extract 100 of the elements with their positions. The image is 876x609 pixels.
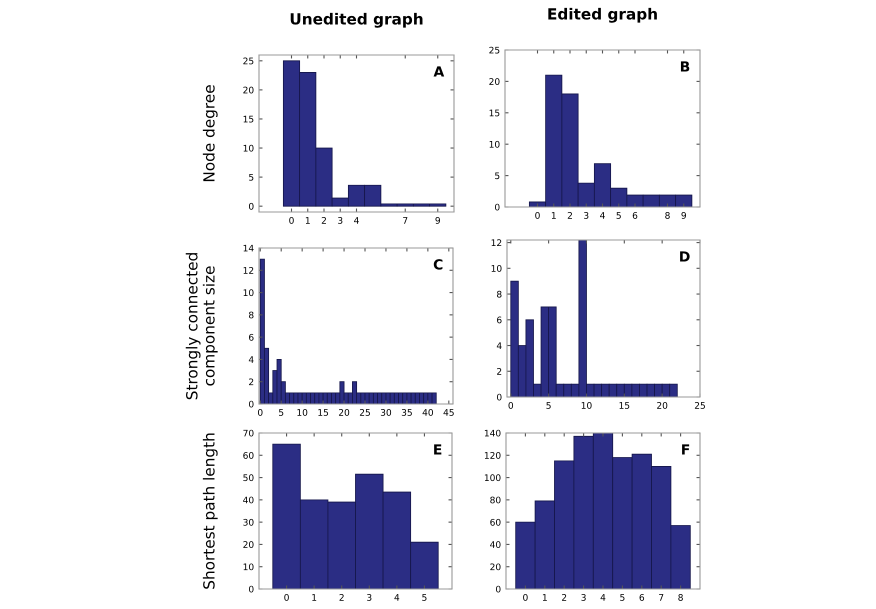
y-tick-label: 2 xyxy=(497,368,502,375)
x-tick-label: 5 xyxy=(279,409,284,416)
x-tick-label: 25 xyxy=(360,409,370,416)
y-tick-label: 0 xyxy=(494,204,500,211)
y-tick-label: 60 xyxy=(490,518,501,526)
y-tick-label: 100 xyxy=(484,474,501,482)
y-tick-label: 8 xyxy=(249,312,254,318)
y-tick-label: 15 xyxy=(490,110,500,116)
y-tick-label: 6 xyxy=(497,316,502,324)
chart-title: Edited graph xyxy=(548,8,657,23)
x-tick-label: 35 xyxy=(402,409,412,416)
y-tick-label: 25 xyxy=(243,58,254,64)
y-tick-label: 12 xyxy=(244,267,254,274)
x-tick-label: 9 xyxy=(435,217,440,224)
y-tick-label: 20 xyxy=(489,78,500,85)
x-tick-label: 3 xyxy=(338,217,342,224)
y-tick-label: 14 xyxy=(244,244,254,252)
y-tick-label: 12 xyxy=(492,239,502,246)
x-tick-label: 9 xyxy=(681,212,686,219)
x-tick-label: 5 xyxy=(422,594,427,601)
y-tick-label: 5 xyxy=(249,174,254,181)
x-tick-label: 20 xyxy=(338,409,350,416)
annotation: C xyxy=(434,259,442,270)
x-tick-label: 4 xyxy=(354,217,359,224)
x-tick-label: 0 xyxy=(523,594,528,601)
x-tick-label: 3 xyxy=(581,594,586,601)
y-tick-label: 20 xyxy=(243,86,254,94)
x-tick-label: 2 xyxy=(568,212,572,219)
y-tick-label: 8 xyxy=(497,290,502,298)
y-tick-label: 4 xyxy=(248,356,254,363)
x-tick-label: 7 xyxy=(659,594,664,601)
y-tick-label: 70 xyxy=(243,430,254,437)
x-tick-label: 0 xyxy=(289,217,294,224)
x-tick-label: 3 xyxy=(367,594,372,601)
y-tick-label: 40 xyxy=(243,496,254,504)
x-tick-label: 40 xyxy=(422,409,434,416)
x-tick-label: 5 xyxy=(546,402,551,409)
x-tick-label: 5 xyxy=(616,212,621,219)
x-tick-label: 5 xyxy=(620,594,624,601)
x-tick-label: 15 xyxy=(620,402,630,409)
y-tick-label: 10 xyxy=(244,144,254,152)
x-tick-label: 4 xyxy=(600,594,606,601)
x-tick-label: 2 xyxy=(562,594,566,601)
x-tick-label: 8 xyxy=(665,212,670,219)
x-tick-label: 6 xyxy=(640,594,644,601)
y-tick-label: 10 xyxy=(490,140,500,148)
x-tick-label: 45 xyxy=(444,409,454,416)
y-tick-label: 10 xyxy=(244,563,254,570)
y-tick-label: 20 xyxy=(490,563,501,570)
y-tick-label: 60 xyxy=(243,452,254,459)
x-tick-label: 7 xyxy=(403,217,408,224)
y-tick-label: 4 xyxy=(496,342,502,349)
chart-title: Unedited graph xyxy=(290,12,422,28)
y-axis-title: Strongly connected component size xyxy=(186,253,218,400)
x-tick-label: 10 xyxy=(582,402,592,409)
x-tick-label: 0 xyxy=(284,594,289,601)
x-tick-label: 2 xyxy=(322,217,326,224)
x-tick-label: 3 xyxy=(584,212,588,219)
y-tick-label: 30 xyxy=(243,518,254,526)
y-tick-label: 10 xyxy=(492,265,502,272)
y-tick-label: 20 xyxy=(243,541,254,548)
x-tick-label: 25 xyxy=(694,402,705,409)
y-tick-label: 15 xyxy=(244,116,254,123)
x-tick-label: 4 xyxy=(600,212,605,219)
annotation: A xyxy=(434,66,444,77)
y-tick-label: 25 xyxy=(489,46,500,54)
x-tick-label: 2 xyxy=(340,594,344,601)
x-tick-label: 6 xyxy=(632,212,638,219)
y-tick-label: 0 xyxy=(496,586,501,593)
x-tick-label: 10 xyxy=(297,409,308,416)
x-tick-label: 1 xyxy=(542,594,547,601)
x-tick-label: 0 xyxy=(535,212,540,219)
x-tick-label: 0 xyxy=(508,402,514,409)
y-axis-title: Node degree xyxy=(202,85,218,182)
y-tick-label: 120 xyxy=(484,452,501,459)
y-tick-label: 0 xyxy=(248,202,254,210)
y-tick-label: 40 xyxy=(490,541,501,548)
x-tick-label: 4 xyxy=(394,594,400,601)
y-axis-title: Shortest path length xyxy=(202,434,218,589)
x-tick-label: 1 xyxy=(306,217,310,224)
y-tick-label: 5 xyxy=(495,172,500,180)
x-tick-label: 15 xyxy=(318,409,328,416)
x-tick-label: 30 xyxy=(380,409,392,416)
y-tick-label: 50 xyxy=(243,474,254,482)
x-tick-label: 20 xyxy=(657,402,668,409)
y-tick-label: 140 xyxy=(484,430,501,437)
x-tick-label: 0 xyxy=(258,409,263,416)
y-tick-label: 10 xyxy=(244,289,254,296)
x-tick-label: 8 xyxy=(678,594,683,601)
annotation: F xyxy=(682,444,690,454)
x-tick-label: 1 xyxy=(312,594,316,601)
y-tick-label: 0 xyxy=(248,586,254,593)
y-tick-label: 0 xyxy=(496,394,502,401)
annotation: B xyxy=(680,61,690,72)
annotation: E xyxy=(434,444,442,454)
y-tick-label: 2 xyxy=(249,378,254,386)
annotation: D xyxy=(680,251,690,262)
y-tick-label: 6 xyxy=(249,334,254,341)
x-tick-label: 1 xyxy=(552,212,556,219)
y-tick-label: 80 xyxy=(490,496,501,504)
